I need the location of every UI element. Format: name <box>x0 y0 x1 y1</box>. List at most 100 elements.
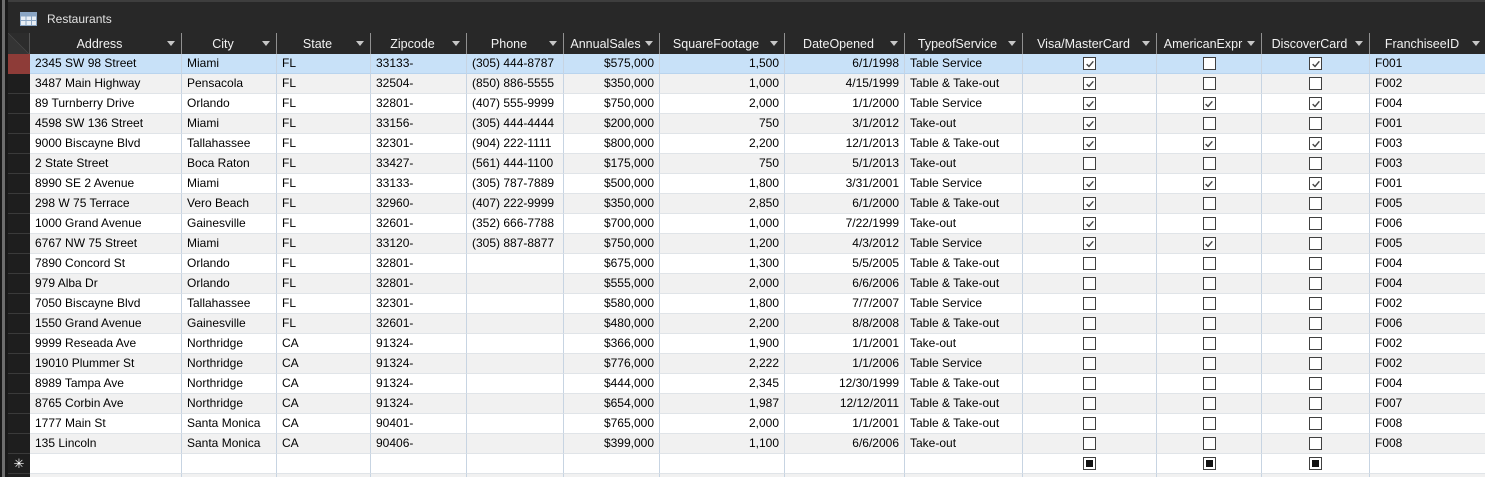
cell-zipcode[interactable] <box>371 454 467 474</box>
cell-square_footage[interactable]: 2,000 <box>660 94 785 114</box>
cell-zipcode[interactable]: 33133- <box>371 174 467 194</box>
cell-date_opened[interactable]: 3/31/2001 <box>785 174 905 194</box>
cell-visa_mastercard[interactable] <box>1023 314 1157 334</box>
cell-zipcode[interactable]: 32301- <box>371 134 467 154</box>
filter-dropdown-icon[interactable] <box>1008 41 1016 46</box>
row-selector[interactable] <box>8 434 30 454</box>
cell-state[interactable]: FL <box>277 294 371 314</box>
cell-american_express[interactable] <box>1157 54 1262 74</box>
american_express-checkbox[interactable] <box>1202 97 1216 110</box>
cell-type_of_service[interactable]: Table & Take-out <box>905 414 1023 434</box>
cell-city[interactable]: Northridge <box>182 354 277 374</box>
cell-type_of_service[interactable]: Table Service <box>905 94 1023 114</box>
cell-annual_sales[interactable]: $350,000 <box>564 74 660 94</box>
visa_mastercard-checkbox[interactable] <box>1083 437 1096 450</box>
cell-visa_mastercard[interactable] <box>1023 294 1157 314</box>
discover_card-checkbox[interactable] <box>1309 397 1322 410</box>
discover_card-checkbox[interactable] <box>1309 357 1322 370</box>
cell-phone[interactable] <box>467 334 564 354</box>
cell-american_express[interactable] <box>1157 234 1262 254</box>
discover_card-checkbox[interactable] <box>1309 177 1322 190</box>
cell-type_of_service[interactable]: Take-out <box>905 334 1023 354</box>
cell-annual_sales[interactable]: $555,000 <box>564 274 660 294</box>
american_express-checkbox[interactable] <box>1202 137 1216 150</box>
column-header-square_footage[interactable]: SquareFootage <box>660 33 785 54</box>
cell-zipcode[interactable]: 90401- <box>371 414 467 434</box>
cell-phone[interactable] <box>467 454 564 474</box>
american_express-checkbox[interactable] <box>1202 297 1216 310</box>
cell-annual_sales[interactable]: $480,000 <box>564 314 660 334</box>
column-header-visa_mastercard[interactable]: Visa/MasterCard <box>1023 33 1157 54</box>
cell-visa_mastercard[interactable] <box>1023 214 1157 234</box>
cell-american_express[interactable] <box>1157 154 1262 174</box>
cell-visa_mastercard[interactable] <box>1023 454 1157 474</box>
cell-square_footage[interactable]: 1,800 <box>660 174 785 194</box>
discover_card-checkbox[interactable] <box>1309 437 1322 450</box>
cell-franchisee_id[interactable]: F001 <box>1370 114 1485 134</box>
cell-city[interactable]: Miami <box>182 54 277 74</box>
cell-discover_card[interactable] <box>1262 154 1370 174</box>
cell-discover_card[interactable] <box>1262 414 1370 434</box>
cell-city[interactable]: Miami <box>182 114 277 134</box>
new-record-selector[interactable]: ✳ <box>8 454 30 474</box>
cell-date_opened[interactable] <box>785 454 905 474</box>
american_express-checkbox[interactable] <box>1202 377 1216 390</box>
cell-annual_sales[interactable]: $776,000 <box>564 354 660 374</box>
cell-city[interactable]: Gainesville <box>182 214 277 234</box>
cell-american_express[interactable] <box>1157 114 1262 134</box>
cell-franchisee_id[interactable]: F006 <box>1370 314 1485 334</box>
cell-type_of_service[interactable]: Table & Take-out <box>905 254 1023 274</box>
cell-annual_sales[interactable]: $175,000 <box>564 154 660 174</box>
cell-phone[interactable]: (305) 444-4444 <box>467 114 564 134</box>
row-selector[interactable] <box>8 134 30 154</box>
filter-dropdown-icon[interactable] <box>770 41 778 46</box>
cell-zipcode[interactable]: 91324- <box>371 334 467 354</box>
cell-city[interactable]: Northridge <box>182 374 277 394</box>
cell-square_footage[interactable]: 1,000 <box>660 214 785 234</box>
cell-state[interactable]: CA <box>277 354 371 374</box>
row-selector[interactable] <box>8 194 30 214</box>
cell-zipcode[interactable]: 33156- <box>371 114 467 134</box>
cell-discover_card[interactable] <box>1262 174 1370 194</box>
visa_mastercard-checkbox[interactable] <box>1083 177 1096 190</box>
american_express-checkbox[interactable] <box>1202 337 1216 350</box>
cell-annual_sales[interactable]: $500,000 <box>564 174 660 194</box>
cell-date_opened[interactable]: 5/5/2005 <box>785 254 905 274</box>
cell-zipcode[interactable]: 32801- <box>371 94 467 114</box>
cell-state[interactable]: FL <box>277 54 371 74</box>
american_express-checkbox[interactable] <box>1202 177 1216 190</box>
row-selector[interactable] <box>8 94 30 114</box>
cell-franchisee_id[interactable]: F004 <box>1370 254 1485 274</box>
column-header-address[interactable]: Address <box>30 33 182 54</box>
row-selector[interactable] <box>8 314 30 334</box>
cell-zipcode[interactable]: 90406- <box>371 434 467 454</box>
cell-american_express[interactable] <box>1157 334 1262 354</box>
cell-visa_mastercard[interactable] <box>1023 434 1157 454</box>
filter-dropdown-icon[interactable] <box>167 41 175 46</box>
cell-state[interactable] <box>277 454 371 474</box>
cell-annual_sales[interactable]: $366,000 <box>564 334 660 354</box>
cell-zipcode[interactable]: 33120- <box>371 234 467 254</box>
cell-annual_sales[interactable] <box>564 454 660 474</box>
cell-type_of_service[interactable]: Table & Take-out <box>905 394 1023 414</box>
cell-discover_card[interactable] <box>1262 194 1370 214</box>
column-header-date_opened[interactable]: DateOpened <box>785 33 905 54</box>
cell-american_express[interactable] <box>1157 254 1262 274</box>
cell-franchisee_id[interactable] <box>1370 474 1485 477</box>
cell-visa_mastercard[interactable] <box>1023 274 1157 294</box>
cell-phone[interactable] <box>467 394 564 414</box>
cell-address[interactable]: 6767 NW 75 Street <box>30 234 182 254</box>
cell-address[interactable]: 298 W 75 Terrace <box>30 194 182 214</box>
discover_card-checkbox[interactable] <box>1309 97 1322 110</box>
cell-annual_sales[interactable]: $750,000 <box>564 234 660 254</box>
cell-square_footage[interactable]: 750 <box>660 114 785 134</box>
american_express-checkbox[interactable] <box>1202 257 1216 270</box>
row-selector[interactable] <box>8 154 30 174</box>
cell-city[interactable]: Orlando <box>182 94 277 114</box>
cell-zipcode[interactable]: 32601- <box>371 314 467 334</box>
cell-zipcode[interactable] <box>371 474 467 477</box>
cell-american_express[interactable] <box>1157 474 1262 477</box>
filter-dropdown-icon[interactable] <box>549 41 557 46</box>
cell-city[interactable]: Orlando <box>182 274 277 294</box>
cell-square_footage[interactable]: 2,200 <box>660 314 785 334</box>
